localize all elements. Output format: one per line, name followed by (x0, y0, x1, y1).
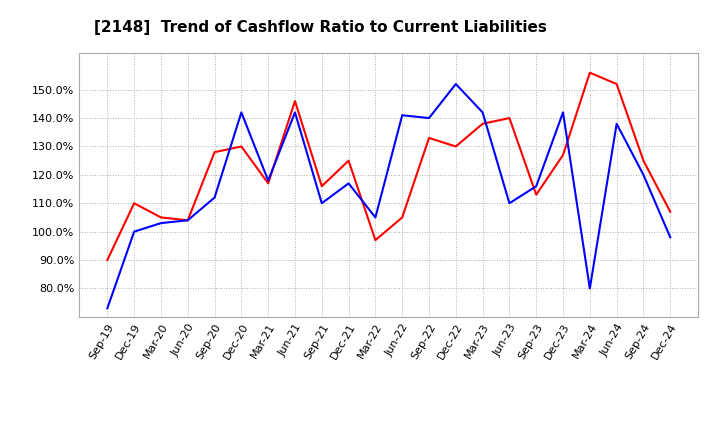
Line: Free CF to Current Liabilities: Free CF to Current Liabilities (107, 84, 670, 308)
Free CF to Current Liabilities (157, 220, 166, 226)
Free CF to Current Liabilities (103, 306, 112, 311)
Operating CF to Current Liabilities (318, 183, 326, 189)
Free CF to Current Liabilities (585, 286, 594, 291)
Operating CF to Current Liabilities (505, 115, 514, 121)
Free CF to Current Liabilities (478, 110, 487, 115)
Operating CF to Current Liabilities (666, 209, 675, 214)
Operating CF to Current Liabilities (585, 70, 594, 75)
Free CF to Current Liabilities (291, 110, 300, 115)
Free CF to Current Liabilities (398, 113, 407, 118)
Operating CF to Current Liabilities (639, 158, 648, 163)
Operating CF to Current Liabilities (371, 238, 379, 243)
Free CF to Current Liabilities (371, 215, 379, 220)
Free CF to Current Liabilities (666, 235, 675, 240)
Operating CF to Current Liabilities (237, 144, 246, 149)
Operating CF to Current Liabilities (559, 152, 567, 158)
Operating CF to Current Liabilities (184, 218, 192, 223)
Free CF to Current Liabilities (532, 183, 541, 189)
Operating CF to Current Liabilities (130, 201, 138, 206)
Free CF to Current Liabilities (318, 201, 326, 206)
Line: Operating CF to Current Liabilities: Operating CF to Current Liabilities (107, 73, 670, 260)
Operating CF to Current Liabilities (451, 144, 460, 149)
Free CF to Current Liabilities (505, 201, 514, 206)
Operating CF to Current Liabilities (264, 181, 272, 186)
Operating CF to Current Liabilities (157, 215, 166, 220)
Free CF to Current Liabilities (184, 218, 192, 223)
Free CF to Current Liabilities (264, 178, 272, 183)
Free CF to Current Liabilities (210, 195, 219, 200)
Free CF to Current Liabilities (451, 81, 460, 87)
Operating CF to Current Liabilities (103, 257, 112, 263)
Free CF to Current Liabilities (344, 181, 353, 186)
Free CF to Current Liabilities (425, 115, 433, 121)
Free CF to Current Liabilities (237, 110, 246, 115)
Operating CF to Current Liabilities (425, 136, 433, 141)
Operating CF to Current Liabilities (478, 121, 487, 126)
Operating CF to Current Liabilities (398, 215, 407, 220)
Operating CF to Current Liabilities (344, 158, 353, 163)
Free CF to Current Liabilities (130, 229, 138, 234)
Operating CF to Current Liabilities (532, 192, 541, 198)
Operating CF to Current Liabilities (612, 81, 621, 87)
Free CF to Current Liabilities (612, 121, 621, 126)
Operating CF to Current Liabilities (210, 150, 219, 155)
Text: [2148]  Trend of Cashflow Ratio to Current Liabilities: [2148] Trend of Cashflow Ratio to Curren… (94, 20, 546, 35)
Operating CF to Current Liabilities (291, 99, 300, 104)
Free CF to Current Liabilities (559, 110, 567, 115)
Free CF to Current Liabilities (639, 172, 648, 177)
